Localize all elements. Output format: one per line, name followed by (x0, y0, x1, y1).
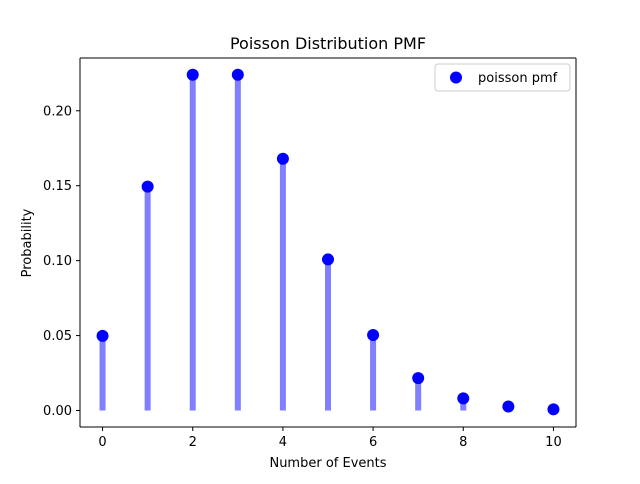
x-tick-label: 10 (545, 435, 562, 450)
y-tick-label: 0.15 (43, 179, 72, 194)
pmf-point (412, 372, 425, 385)
markers-layer (96, 68, 560, 416)
axes-frame (79, 57, 577, 428)
legend-label: poisson pmf (478, 71, 558, 86)
pmf-point (186, 68, 199, 81)
pmf-point (322, 253, 334, 266)
pmf-point (502, 400, 515, 413)
x-tick-label: 4 (279, 435, 287, 450)
x-tick-label: 8 (459, 435, 467, 450)
x-axis-label: Number of Events (269, 456, 386, 471)
x-tick-label: 2 (189, 435, 197, 450)
x-axis-ticks: 0 2 4 6 8 10 (98, 427, 562, 450)
y-tick-label: 0.05 (43, 329, 72, 344)
y-tick-label: 0.20 (43, 104, 72, 119)
y-tick-label: 0.00 (43, 404, 72, 419)
pmf-point (276, 152, 289, 165)
pmf-point (231, 68, 244, 81)
legend-box (434, 63, 571, 92)
x-tick-label: 0 (98, 435, 106, 450)
y-axis-label: Probability (20, 208, 35, 277)
y-axis-ticks: 0.00 0.05 0.10 0.15 0.20 (43, 104, 80, 419)
pmf-point (96, 329, 109, 342)
pmf-point (141, 180, 154, 193)
x-tick-label: 6 (369, 435, 377, 450)
y-tick-label: 0.10 (43, 254, 72, 269)
chart-title: Poisson Distribution PMF (230, 34, 426, 53)
pmf-point (457, 392, 470, 405)
legend: poisson pmf (434, 63, 571, 92)
legend-marker (450, 71, 462, 84)
pmf-point (367, 328, 380, 341)
pmf-point (547, 403, 560, 416)
